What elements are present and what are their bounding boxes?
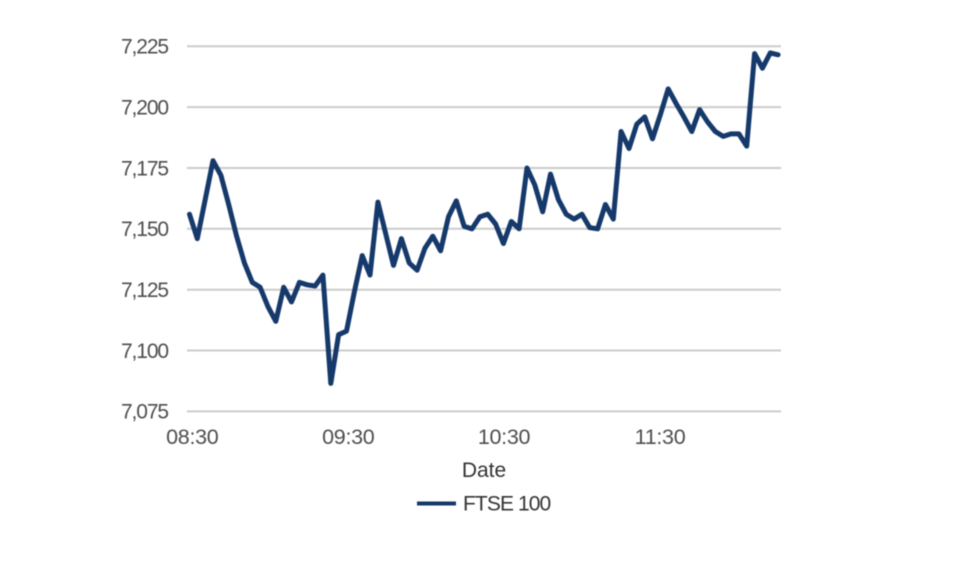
svg-text:FTSE 100: FTSE 100 [463, 493, 551, 516]
svg-text:7,175: 7,175 [121, 157, 168, 180]
svg-text:7,225: 7,225 [121, 36, 168, 59]
svg-text:11:30: 11:30 [635, 425, 686, 449]
svg-text:7,150: 7,150 [121, 218, 168, 241]
svg-text:7,100: 7,100 [121, 340, 168, 363]
svg-text:09:30: 09:30 [322, 425, 375, 449]
svg-text:10:30: 10:30 [478, 425, 531, 449]
svg-text:Date: Date [462, 459, 506, 482]
svg-text:7,075: 7,075 [121, 401, 168, 424]
svg-text:08:30: 08:30 [166, 425, 219, 449]
svg-text:7,200: 7,200 [121, 96, 168, 119]
svg-text:7,125: 7,125 [121, 279, 168, 302]
